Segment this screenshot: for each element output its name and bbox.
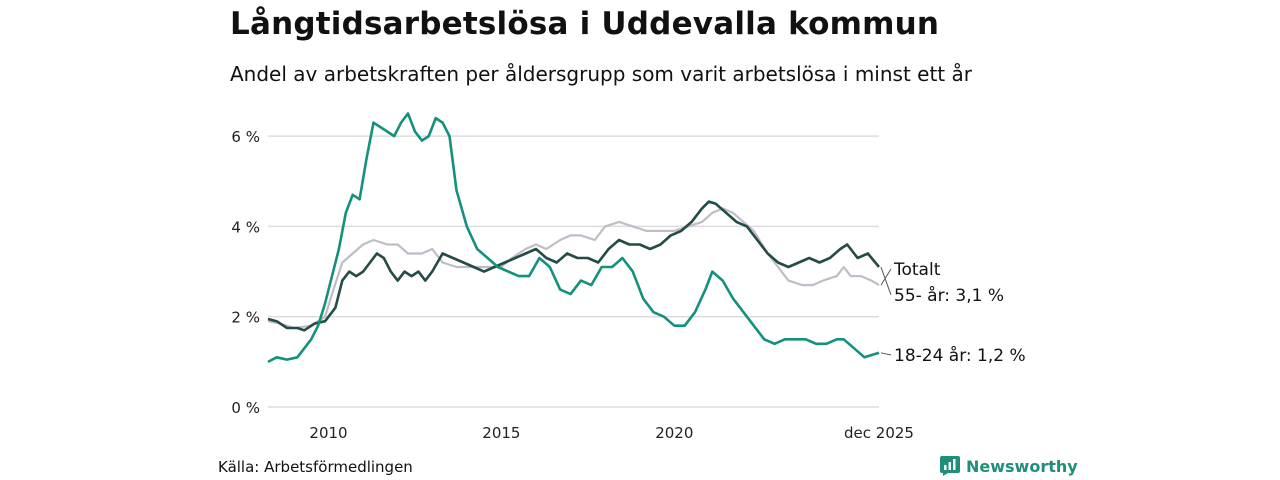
end-label-total: Totalt bbox=[893, 260, 941, 280]
y-axis: 0 % 2 % 4 % 6 % bbox=[231, 128, 260, 417]
gridlines bbox=[268, 135, 879, 408]
series-line-youth bbox=[267, 112, 880, 364]
series-lines bbox=[267, 112, 881, 364]
y-tick-label: 4 % bbox=[231, 218, 260, 236]
newsworthy-logo-icon bbox=[940, 456, 960, 476]
x-axis: 2010 2015 2020 dec 2025 bbox=[309, 424, 914, 442]
x-tick-label: dec 2025 bbox=[844, 424, 914, 442]
end-label-leader bbox=[880, 268, 892, 286]
brand-name: Newsworthy bbox=[966, 456, 1078, 476]
end-label-youth: 18-24 år: 1,2 % bbox=[894, 345, 1026, 366]
end-label-leader bbox=[880, 352, 892, 356]
x-tick-label: 2010 bbox=[309, 424, 347, 442]
chart-title: Långtidsarbetslösa i Uddevalla kommun bbox=[230, 6, 940, 42]
series-line-total bbox=[267, 207, 880, 330]
series-line-senior bbox=[267, 200, 881, 332]
source-note: Källa: Arbetsförmedlingen bbox=[218, 458, 413, 476]
y-tick-label: 6 % bbox=[231, 128, 260, 146]
chart-subtitle: Andel av arbetskraften per åldersgrupp s… bbox=[230, 62, 972, 86]
end-label-leader bbox=[880, 266, 892, 296]
x-tick-label: 2020 bbox=[655, 424, 693, 442]
x-tick-label: 2015 bbox=[482, 424, 520, 442]
y-tick-label: 2 % bbox=[231, 309, 260, 327]
brand-logo: Newsworthy bbox=[940, 456, 1078, 476]
end-label-senior: 55- år: 3,1 % bbox=[894, 285, 1004, 306]
y-tick-label: 0 % bbox=[231, 399, 260, 417]
end-labels: Totalt 55- år: 3,1 % 18-24 år: 1,2 % bbox=[880, 260, 1026, 366]
